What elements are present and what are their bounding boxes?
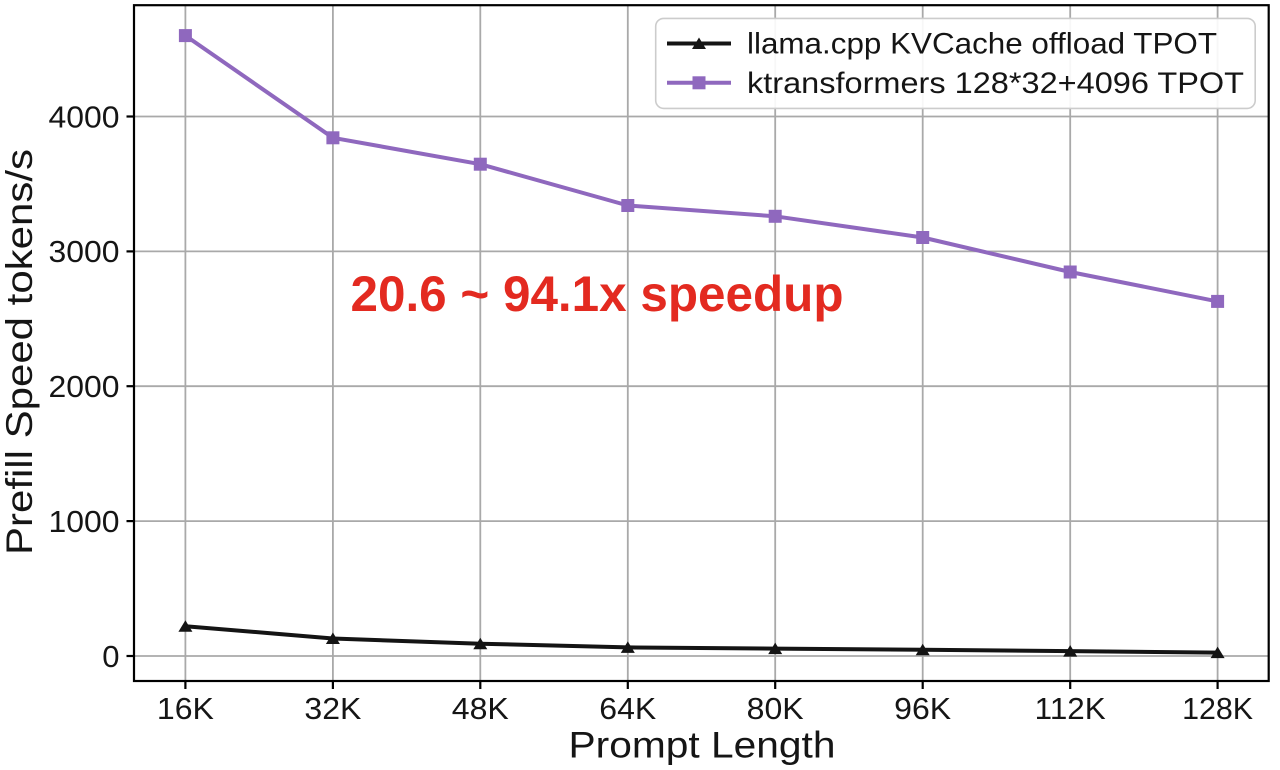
svg-text:128K: 128K — [1182, 691, 1253, 726]
svg-text:16K: 16K — [157, 691, 214, 726]
svg-text:ktransformers 128*32+4096 TPOT: ktransformers 128*32+4096 TPOT — [747, 67, 1244, 100]
svg-text:112K: 112K — [1035, 691, 1106, 726]
svg-text:4000: 4000 — [49, 99, 120, 134]
svg-text:0: 0 — [102, 639, 119, 674]
svg-text:3000: 3000 — [49, 234, 120, 269]
svg-text:96K: 96K — [894, 691, 951, 726]
svg-text:2000: 2000 — [49, 369, 120, 404]
svg-text:Prompt Length: Prompt Length — [569, 725, 836, 766]
svg-text:20.6 ~ 94.1x speedup: 20.6 ~ 94.1x speedup — [351, 266, 844, 322]
svg-text:Prefill Speed tokens/s: Prefill Speed tokens/s — [0, 149, 40, 555]
svg-text:1000: 1000 — [49, 504, 120, 539]
svg-text:80K: 80K — [747, 691, 804, 726]
svg-text:32K: 32K — [304, 691, 361, 726]
svg-text:48K: 48K — [452, 691, 509, 726]
svg-text:llama.cpp KVCache offload TPOT: llama.cpp KVCache offload TPOT — [747, 28, 1217, 61]
svg-text:64K: 64K — [599, 691, 656, 726]
